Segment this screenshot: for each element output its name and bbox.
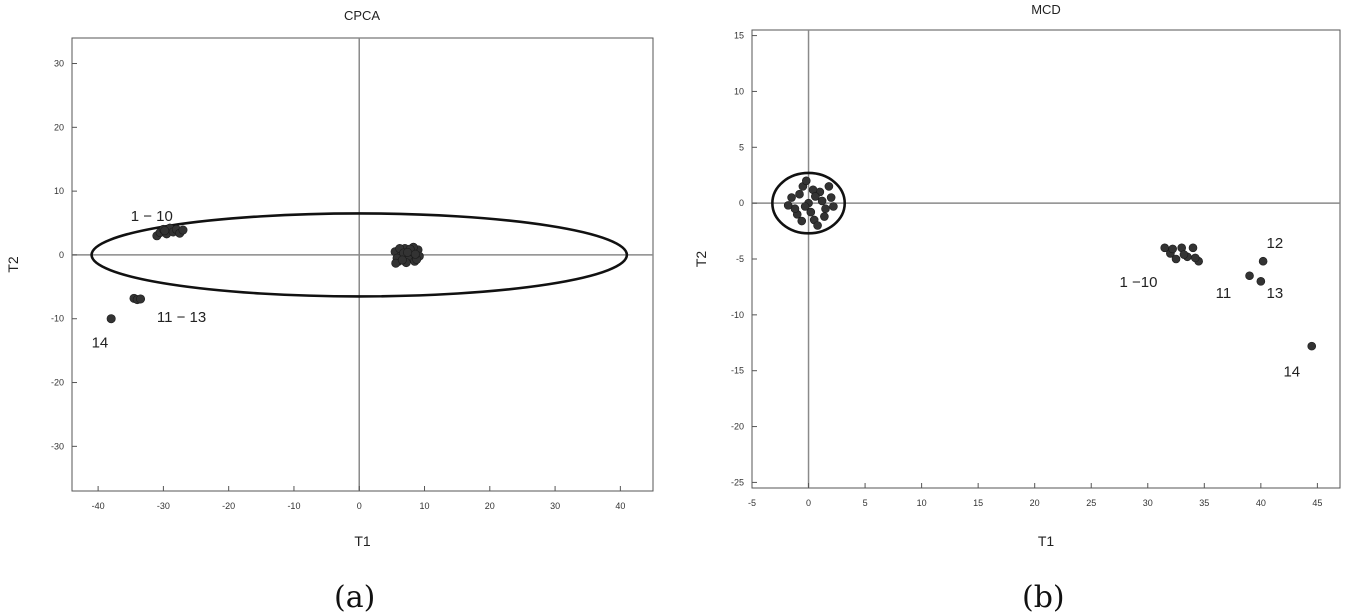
mcd-y-tick-label: -15 [731,366,744,376]
mcd-point-annotation: 1 −10 [1120,274,1158,291]
mcd-data-point [800,202,810,211]
mcd-data-point [820,212,829,221]
mcd-x-tick-label: 0 [806,498,811,508]
cpca-x-tick-label: -40 [92,501,105,511]
mcd-data-point [821,204,830,214]
mcd-x-tick-label: 25 [1086,498,1096,508]
mcd-data-point [1188,243,1198,253]
cpca-data-point [403,247,413,257]
mcd-y-tick-label: 0 [739,198,744,208]
cpca-data-point [178,225,188,235]
mcd-y-axis-label: T2 [693,251,709,268]
mcd-point-annotation: 12 [1267,235,1284,252]
mcd-data-point [1168,244,1177,254]
mcd-point-annotation: 14 [1283,363,1300,380]
cpca-data-point [160,226,170,236]
cpca-x-tick-label: 40 [615,501,625,511]
mcd-x-tick-label: -5 [748,498,756,508]
cpca-y-tick-label: -30 [51,441,64,451]
cpca-data-point [136,294,146,304]
cpca-x-axis-label: T1 [354,533,371,549]
cpca-point-annotation: 1 − 10 [131,208,173,225]
mcd-data-point [811,192,820,201]
mcd-data-point [826,193,836,202]
cpca-y-tick-label: -10 [51,314,64,324]
mcd-panel-caption: (b) [1022,580,1065,615]
cpca-point-annotation: 11 − 13 [157,309,206,326]
cpca-x-tick-label: 30 [550,501,560,511]
mcd-data-point [806,207,816,217]
mcd-chart: -5 0 5 10 15 20 25 30 35 40 45 15 10 5 0 -5 -10 -15 -20 -25… [693,2,1341,615]
mcd-x-tick-label: 15 [973,498,983,508]
mcd-data-point [1245,271,1254,281]
mcd-x-tick-label: 20 [1030,498,1040,508]
cpca-data-point [106,314,116,324]
mcd-data-point [817,196,827,206]
mcd-data-point [797,216,807,226]
cpca-x-tick-label: -30 [157,501,170,511]
cpca-x-tick-label: -10 [287,501,300,511]
mcd-data-point [787,193,796,202]
mcd-confidence-ellipse [771,171,847,235]
cpca-point-annotation: 14 [92,334,109,351]
mcd-data-point [829,202,838,211]
cpca-y-tick-label: 30 [54,59,64,69]
mcd-data-point [1190,253,1200,263]
cpca-chart-title: CPCA [344,8,380,23]
cpca-y-tick-label: -20 [51,378,64,388]
cpca-plot-frame [71,37,654,492]
cpca-y-axis-label: T2 [5,256,21,273]
mcd-data-point [1258,256,1268,266]
mcd-x-tick-label: 10 [917,498,927,508]
cpca-confidence-ellipse [90,212,629,298]
mcd-x-axis-label: T1 [1038,533,1055,549]
mcd-data-point [790,204,800,214]
cpca-y-tick-label: 10 [54,186,64,196]
mcd-data-point [824,182,834,191]
mcd-data-point [1307,341,1317,351]
cpca-data-point [410,249,420,259]
mcd-chart-title: MCD [1031,2,1061,17]
mcd-data-point [1179,250,1189,259]
mcd-plot-frame [751,29,1341,489]
mcd-x-tick-label: 5 [863,498,868,508]
cpca-data-point [397,255,407,265]
mcd-x-tick-label: 30 [1143,498,1153,508]
cpca-y-tick-label: 0 [59,250,64,260]
mcd-data-point [1171,254,1181,264]
mcd-data-point [813,221,822,230]
mcd-data-point [1256,277,1266,286]
cpca-x-tick-label: -20 [222,501,235,511]
mcd-data-point [795,189,804,199]
cpca-chart: -40 -30 -20 -10 0 10 20 30 40 30 20 10 0 -10 -20 -30 1 −… [5,8,654,615]
cpca-x-tick-label: 10 [420,501,430,511]
cpca-panel-caption: (a) [334,580,375,615]
mcd-point-annotation: 13 [1267,285,1284,302]
mcd-y-tick-label: -25 [731,477,744,487]
mcd-y-tick-label: -20 [731,422,744,432]
cpca-x-tick-label: 0 [357,501,362,511]
mcd-x-tick-label: 45 [1312,498,1322,508]
mcd-data-point [801,176,811,186]
cpca-x-tick-label: 20 [485,501,495,511]
mcd-y-tick-label: 15 [734,31,744,41]
mcd-point-annotation: 11 [1216,285,1232,302]
mcd-y-tick-label: 10 [734,86,744,96]
mcd-x-tick-label: 40 [1256,498,1266,508]
mcd-y-tick-label: -5 [736,254,744,264]
mcd-data-point [783,201,793,210]
mcd-y-tick-label: -10 [731,310,744,320]
cpca-y-tick-label: 20 [54,122,64,132]
mcd-x-tick-label: 35 [1199,498,1209,508]
mcd-y-tick-label: 5 [739,142,744,152]
